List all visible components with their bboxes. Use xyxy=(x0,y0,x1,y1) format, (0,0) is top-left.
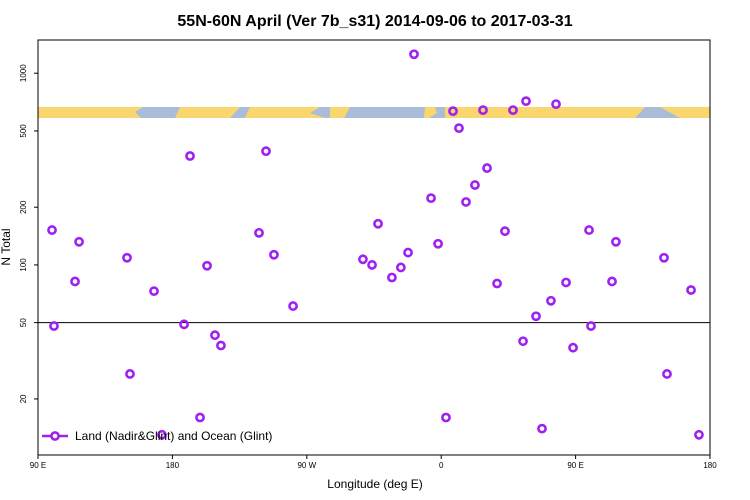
point xyxy=(551,99,561,109)
x-tick-label: 90 E xyxy=(567,461,583,470)
point xyxy=(288,301,298,311)
y-tick-label: 100 xyxy=(19,258,28,272)
point xyxy=(482,163,492,173)
point xyxy=(470,180,480,190)
point xyxy=(202,260,212,271)
point xyxy=(403,247,413,258)
point xyxy=(179,319,189,330)
x-axis-label: Longitude (deg E) xyxy=(327,477,422,491)
map-strip xyxy=(38,107,710,118)
point xyxy=(373,218,383,229)
point xyxy=(537,423,547,434)
point xyxy=(694,429,704,440)
y-tick-label: 50 xyxy=(19,318,28,327)
point xyxy=(521,96,531,107)
y-tick-label: 500 xyxy=(19,124,28,138)
point xyxy=(70,276,80,287)
point xyxy=(125,369,135,379)
point xyxy=(441,412,451,423)
point xyxy=(216,340,226,351)
point xyxy=(409,49,419,60)
y-axis-label: N Total xyxy=(0,228,13,265)
point xyxy=(149,286,159,297)
point xyxy=(586,321,596,331)
y-tick-label: 1000 xyxy=(19,64,28,82)
point xyxy=(395,262,406,273)
point xyxy=(358,254,368,265)
x-tick-label: 0 xyxy=(439,461,444,470)
point xyxy=(185,151,195,161)
x-tick-label: 90 W xyxy=(297,461,316,470)
point xyxy=(568,342,578,353)
point xyxy=(662,369,672,379)
point xyxy=(122,252,132,263)
y-tick-label: 20 xyxy=(19,394,28,403)
legend-marker xyxy=(50,431,60,441)
point xyxy=(454,123,464,134)
point xyxy=(611,236,621,247)
plot-frame xyxy=(37,39,711,456)
x-tick-label: 180 xyxy=(703,461,717,470)
chart-title: 55N-60N April (Ver 7b_s31) 2014-09-06 to… xyxy=(177,13,572,30)
y-tick-label: 200 xyxy=(19,200,28,214)
legend-label: Land (Nadir&Glint) and Ocean (Glint) xyxy=(75,429,272,443)
point xyxy=(49,321,59,331)
point xyxy=(478,105,488,116)
point xyxy=(531,311,541,322)
point xyxy=(659,252,669,263)
point xyxy=(433,238,443,249)
point xyxy=(47,225,57,235)
point xyxy=(561,277,571,288)
point xyxy=(195,412,205,423)
point xyxy=(269,249,279,260)
point xyxy=(518,336,528,347)
point xyxy=(584,225,594,235)
x-tick-label: 180 xyxy=(166,461,180,470)
point xyxy=(261,146,271,157)
point xyxy=(254,227,264,238)
point xyxy=(546,295,556,306)
point xyxy=(607,276,617,287)
point xyxy=(157,429,167,440)
point xyxy=(492,278,502,289)
x-tick-label: 90 E xyxy=(30,461,46,470)
point xyxy=(387,272,397,283)
point xyxy=(74,236,84,247)
point xyxy=(508,105,518,116)
point xyxy=(461,197,471,207)
point xyxy=(426,193,436,204)
point xyxy=(500,226,510,237)
point xyxy=(686,285,696,295)
point xyxy=(448,106,458,117)
point xyxy=(210,330,220,341)
point xyxy=(367,260,377,270)
